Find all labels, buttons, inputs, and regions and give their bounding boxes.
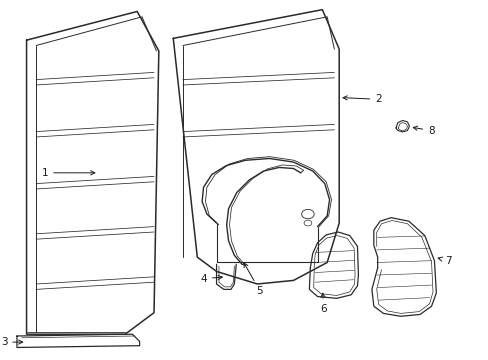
Text: 7: 7 (437, 256, 451, 266)
Text: 8: 8 (412, 126, 434, 135)
Text: 5: 5 (244, 263, 263, 296)
Text: 3: 3 (0, 337, 22, 347)
Text: 2: 2 (343, 94, 381, 104)
Text: 6: 6 (320, 293, 326, 314)
Text: 1: 1 (41, 168, 95, 178)
Text: 4: 4 (200, 274, 222, 284)
